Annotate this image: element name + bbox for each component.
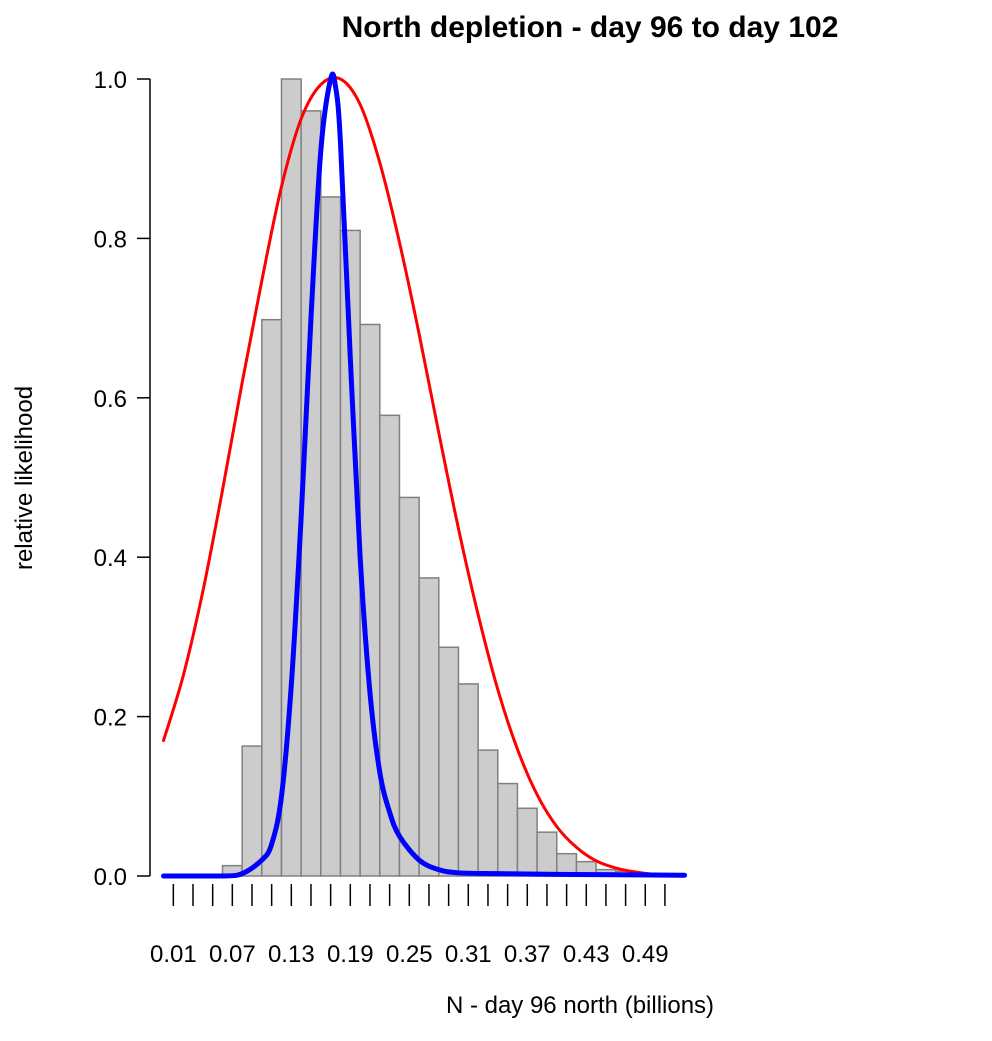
x-tick-label: 0.43 — [563, 941, 610, 968]
y-tick-label: 0.8 — [94, 226, 127, 253]
x-axis: 0.01 0.07 0.13 0.19 0.25 0.31 0.37 0.43 0.49 — [150, 884, 669, 968]
histogram-bar — [241, 745, 263, 877]
y-tick-label: 0.4 — [94, 545, 127, 572]
histogram-bar — [536, 831, 558, 877]
histogram-bar — [418, 577, 440, 877]
y-tick-label: 0.6 — [94, 386, 127, 413]
y-axis: 0.0 0.2 0.4 0.6 0.8 1.0 — [94, 67, 151, 891]
blue-likelihood-curve — [161, 71, 688, 879]
likelihood-curves — [161, 71, 688, 879]
x-tick-label: 0.01 — [150, 941, 197, 968]
chart-title: North depletion - day 96 to day 102 — [342, 11, 839, 44]
x-tick-label: 0.37 — [504, 941, 551, 968]
x-tick-label: 0.19 — [327, 941, 374, 968]
histogram-bar — [516, 807, 538, 877]
y-tick-label: 1.0 — [94, 67, 127, 94]
x-tick-label: 0.13 — [268, 941, 315, 968]
y-axis-title: relative likelihood — [11, 386, 38, 570]
x-tick-label: 0.25 — [386, 941, 433, 968]
y-tick-label: 0.2 — [94, 705, 127, 732]
x-tick-label: 0.49 — [622, 941, 669, 968]
histogram-bar — [398, 496, 420, 877]
histogram-bar — [438, 646, 460, 877]
x-tick-label: 0.07 — [209, 941, 256, 968]
histogram-bar — [457, 683, 479, 877]
red-likelihood-curve — [162, 76, 677, 877]
x-axis-title: N - day 96 north (billions) — [446, 992, 714, 1019]
histogram-bar — [497, 782, 519, 877]
y-tick-label: 0.0 — [94, 864, 127, 891]
histogram-bar — [477, 749, 499, 877]
histogram-bar — [320, 196, 342, 877]
histogram-bar — [261, 318, 283, 877]
x-tick-label: 0.31 — [445, 941, 492, 968]
